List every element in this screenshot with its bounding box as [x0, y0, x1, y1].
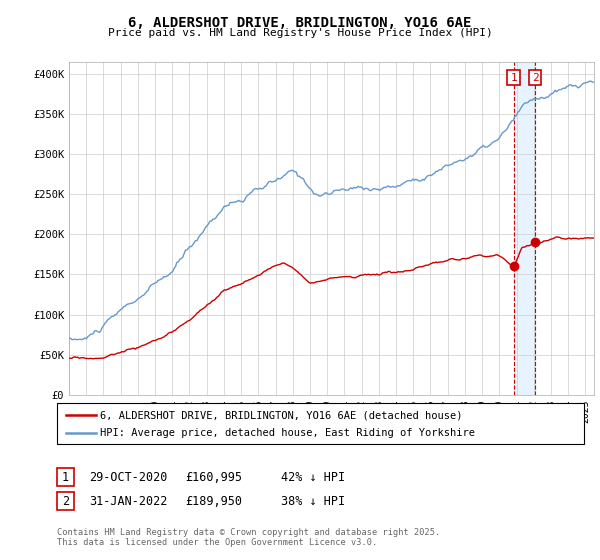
- Bar: [514, 62, 535, 395]
- Text: 1: 1: [510, 73, 517, 83]
- Text: 42% ↓ HPI: 42% ↓ HPI: [281, 470, 345, 484]
- Text: £189,950: £189,950: [185, 494, 242, 508]
- Text: 1: 1: [62, 470, 69, 484]
- Text: 2: 2: [62, 494, 69, 508]
- Text: 38% ↓ HPI: 38% ↓ HPI: [281, 494, 345, 508]
- Text: 6, ALDERSHOT DRIVE, BRIDLINGTON, YO16 6AE: 6, ALDERSHOT DRIVE, BRIDLINGTON, YO16 6A…: [128, 16, 472, 30]
- Text: Contains HM Land Registry data © Crown copyright and database right 2025.
This d: Contains HM Land Registry data © Crown c…: [57, 528, 440, 547]
- Text: 6, ALDERSHOT DRIVE, BRIDLINGTON, YO16 6AE (detached house): 6, ALDERSHOT DRIVE, BRIDLINGTON, YO16 6A…: [100, 410, 463, 421]
- Text: HPI: Average price, detached house, East Riding of Yorkshire: HPI: Average price, detached house, East…: [100, 428, 475, 437]
- Text: Price paid vs. HM Land Registry's House Price Index (HPI): Price paid vs. HM Land Registry's House …: [107, 28, 493, 38]
- Text: 29-OCT-2020: 29-OCT-2020: [89, 470, 167, 484]
- Text: £160,995: £160,995: [185, 470, 242, 484]
- Text: 31-JAN-2022: 31-JAN-2022: [89, 494, 167, 508]
- Text: 2: 2: [532, 73, 539, 83]
